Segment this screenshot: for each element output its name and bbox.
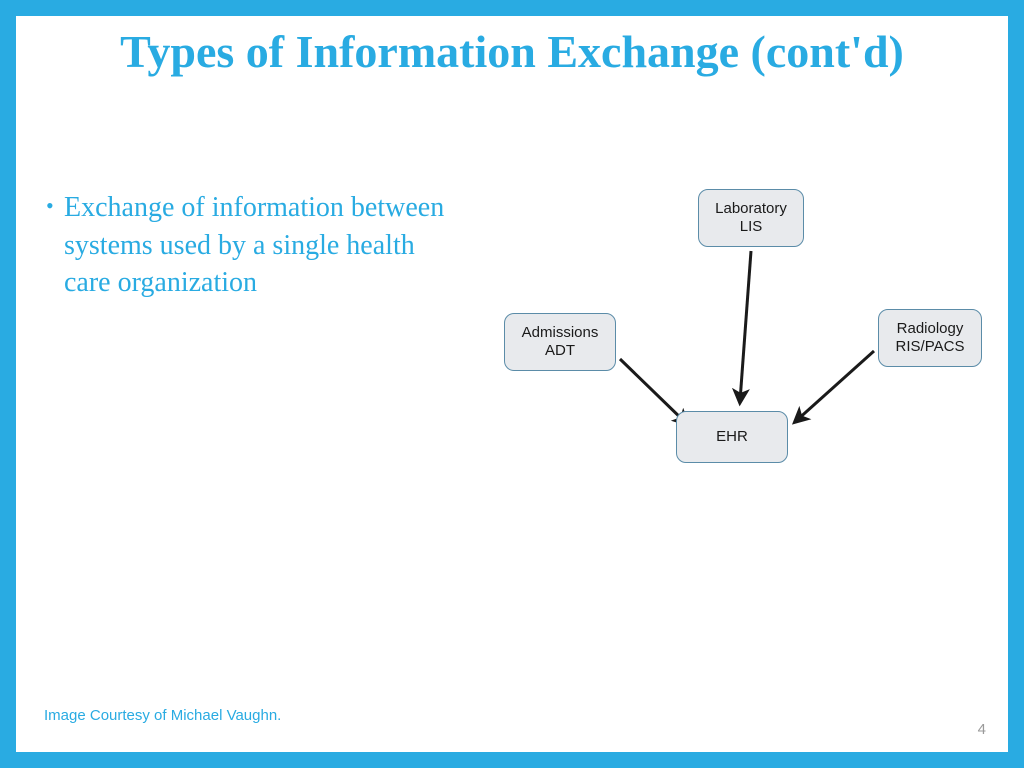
bullet-column: Exchange of information between systems … (46, 189, 476, 302)
node-label: Laboratory (715, 200, 787, 218)
arrow-rad-to-ehr (796, 351, 874, 421)
diagram-node-lab: LaboratoryLIS (698, 189, 804, 247)
slide-frame: Types of Information Exchange (cont'd) E… (0, 0, 1024, 768)
node-sublabel: ADT (545, 342, 575, 360)
arrow-lab-to-ehr (740, 251, 751, 401)
node-label: EHR (716, 428, 748, 446)
bullet-item: Exchange of information between systems … (46, 189, 456, 302)
content-area: Exchange of information between systems … (16, 79, 1008, 529)
image-credit: Image Courtesy of Michael Vaughn. (44, 707, 281, 724)
diagram-node-ehr: EHR (676, 411, 788, 463)
node-label: Admissions (522, 324, 599, 342)
flow-diagram: LaboratoryLIS AdmissionsADT RadiologyRIS/P… (476, 189, 988, 529)
arrow-adm-to-ehr (620, 359, 686, 423)
node-sublabel: LIS (740, 218, 763, 236)
slide-title: Types of Information Exchange (cont'd) (16, 16, 1008, 79)
diagram-node-adm: AdmissionsADT (504, 313, 616, 371)
node-label: Radiology (897, 320, 964, 338)
page-number: 4 (978, 721, 986, 738)
diagram-node-rad: RadiologyRIS/PACS (878, 309, 982, 367)
node-sublabel: RIS/PACS (896, 338, 965, 356)
